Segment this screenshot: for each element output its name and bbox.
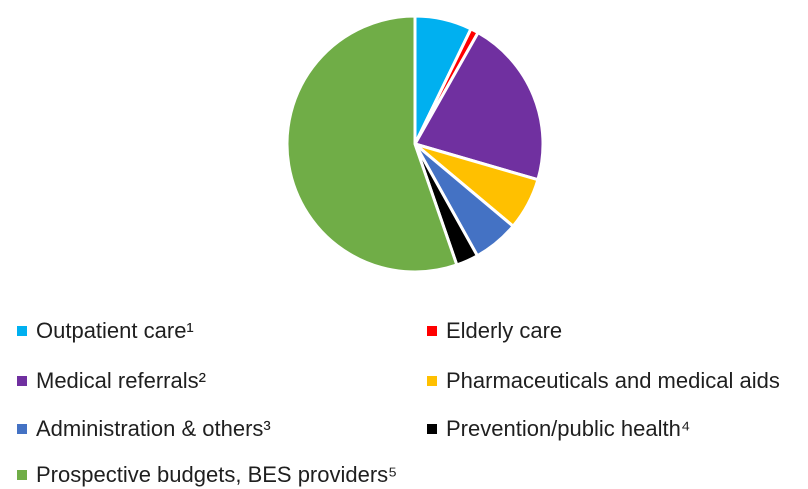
legend-swatch-administration <box>17 424 27 434</box>
legend-swatch-elderly-care <box>427 326 437 336</box>
pie-chart <box>285 14 545 274</box>
slice-medical-referrals <box>413 31 545 182</box>
legend-item-elderly-care: Elderly care <box>427 316 562 346</box>
legend-item-medical-referrals: Medical referrals² <box>17 366 206 396</box>
legend-item-outpatient-care: Outpatient care¹ <box>17 316 194 346</box>
legend-item-prevention: Prevention/public health⁴ <box>427 414 690 444</box>
legend-swatch-prospective-budgets <box>17 470 27 480</box>
legend-label-pharmaceuticals: Pharmaceuticals and medical aids <box>446 368 780 393</box>
legend-item-pharmaceuticals: Pharmaceuticals and medical aids <box>427 366 780 396</box>
legend-label-outpatient-care: Outpatient care¹ <box>36 318 194 343</box>
legend-swatch-outpatient-care <box>17 326 27 336</box>
legend-swatch-prevention <box>427 424 437 434</box>
legend-swatch-medical-referrals <box>17 376 27 386</box>
legend-label-medical-referrals: Medical referrals² <box>36 368 206 393</box>
legend-item-prospective-budgets: Prospective budgets, BES providers⁵ <box>17 460 397 489</box>
legend-label-prevention: Prevention/public health⁴ <box>446 416 691 441</box>
legend-label-elderly-care: Elderly care <box>446 318 563 343</box>
legend-swatch-pharmaceuticals <box>427 376 437 386</box>
legend: Outpatient care¹ Elderly care Medical re… <box>0 300 808 489</box>
legend-label-prospective-budgets: Prospective budgets, BES providers⁵ <box>36 462 398 487</box>
legend-item-administration: Administration & others³ <box>17 414 271 444</box>
slice-prospective-budgets <box>285 14 459 274</box>
pie-slices <box>285 14 545 274</box>
legend-label-administration: Administration & others³ <box>36 416 271 441</box>
